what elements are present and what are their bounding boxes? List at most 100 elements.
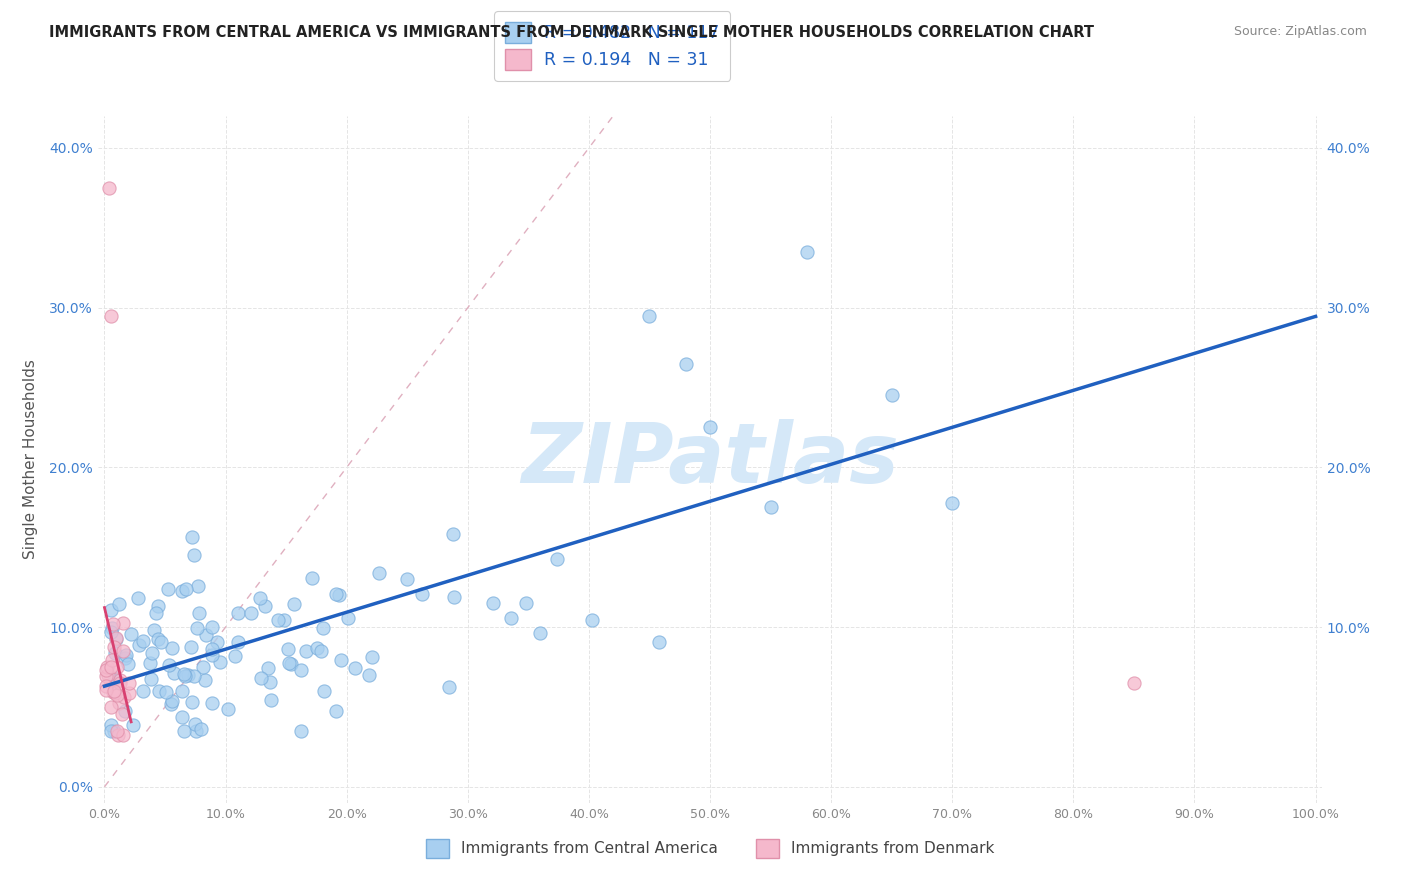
Point	[581, 613, 603, 627]
Point	[160, 694, 183, 708]
Point	[100, 603, 122, 617]
Point	[173, 667, 195, 681]
Point	[122, 718, 145, 732]
Point	[187, 606, 209, 620]
Point	[157, 658, 180, 673]
Point	[177, 667, 200, 681]
Point	[100, 624, 122, 639]
Point	[648, 635, 671, 649]
Point	[443, 591, 465, 605]
Point	[224, 649, 246, 664]
Point	[100, 718, 122, 732]
Point	[174, 669, 197, 683]
Point	[105, 688, 128, 702]
Point	[146, 632, 169, 646]
Point	[98, 181, 121, 195]
Point	[114, 704, 136, 718]
Point	[325, 587, 347, 601]
Point	[100, 700, 122, 714]
Point	[515, 596, 537, 610]
Point	[159, 697, 181, 711]
Point	[105, 632, 128, 646]
Point	[127, 591, 149, 606]
Point	[115, 648, 138, 662]
Point	[107, 597, 129, 611]
Point	[201, 696, 224, 710]
Point	[278, 657, 301, 671]
Point	[105, 632, 128, 646]
Point	[94, 669, 117, 683]
Point	[108, 673, 131, 687]
Text: ZIPatlas: ZIPatlas	[522, 419, 898, 500]
Point	[482, 596, 505, 610]
Point	[97, 668, 120, 682]
Point	[201, 648, 224, 663]
Point	[396, 572, 419, 586]
Point	[131, 684, 153, 698]
Point	[180, 640, 202, 655]
Point	[108, 696, 131, 710]
Point	[280, 657, 302, 672]
Point	[254, 599, 277, 613]
Point	[105, 660, 128, 674]
Legend: Immigrants from Central America, Immigrants from Denmark: Immigrants from Central America, Immigra…	[419, 833, 1001, 863]
Point	[357, 667, 380, 681]
Point	[226, 606, 249, 620]
Point	[108, 676, 131, 690]
Point	[501, 611, 523, 625]
Point	[117, 686, 139, 700]
Point	[312, 621, 335, 635]
Point	[184, 723, 207, 738]
Y-axis label: Single Mother Households: Single Mother Households	[22, 359, 38, 559]
Point	[160, 641, 183, 656]
Point	[699, 420, 721, 434]
Point	[101, 616, 124, 631]
Point	[100, 660, 122, 674]
Point	[290, 723, 312, 738]
Point	[172, 683, 194, 698]
Point	[170, 709, 193, 723]
Point	[217, 702, 239, 716]
Point	[103, 723, 125, 738]
Point	[191, 660, 214, 674]
Point	[148, 684, 170, 698]
Point	[411, 586, 433, 600]
Point	[111, 728, 134, 742]
Point	[201, 642, 224, 657]
Point	[110, 707, 132, 722]
Point	[314, 684, 336, 698]
Point	[107, 728, 129, 742]
Point	[128, 638, 150, 652]
Point	[96, 659, 118, 673]
Point	[675, 357, 697, 371]
Point	[156, 582, 179, 597]
Point	[145, 606, 167, 620]
Point	[529, 626, 551, 640]
Point	[142, 624, 165, 638]
Point	[114, 651, 136, 665]
Point	[759, 500, 782, 515]
Point	[194, 628, 217, 642]
Point	[101, 685, 124, 699]
Point	[105, 724, 128, 739]
Point	[290, 663, 312, 677]
Point	[256, 661, 278, 675]
Point	[283, 597, 305, 611]
Point	[101, 653, 124, 667]
Point	[201, 620, 224, 634]
Point	[330, 653, 353, 667]
Point	[208, 656, 231, 670]
Point	[194, 673, 217, 687]
Point	[163, 666, 186, 681]
Point	[183, 548, 205, 562]
Point	[343, 661, 366, 675]
Point	[101, 621, 124, 635]
Point	[325, 704, 347, 718]
Point	[328, 588, 350, 602]
Point	[337, 611, 360, 625]
Point	[150, 635, 173, 649]
Point	[100, 723, 122, 738]
Point	[132, 634, 155, 648]
Point	[187, 579, 209, 593]
Point	[367, 566, 389, 580]
